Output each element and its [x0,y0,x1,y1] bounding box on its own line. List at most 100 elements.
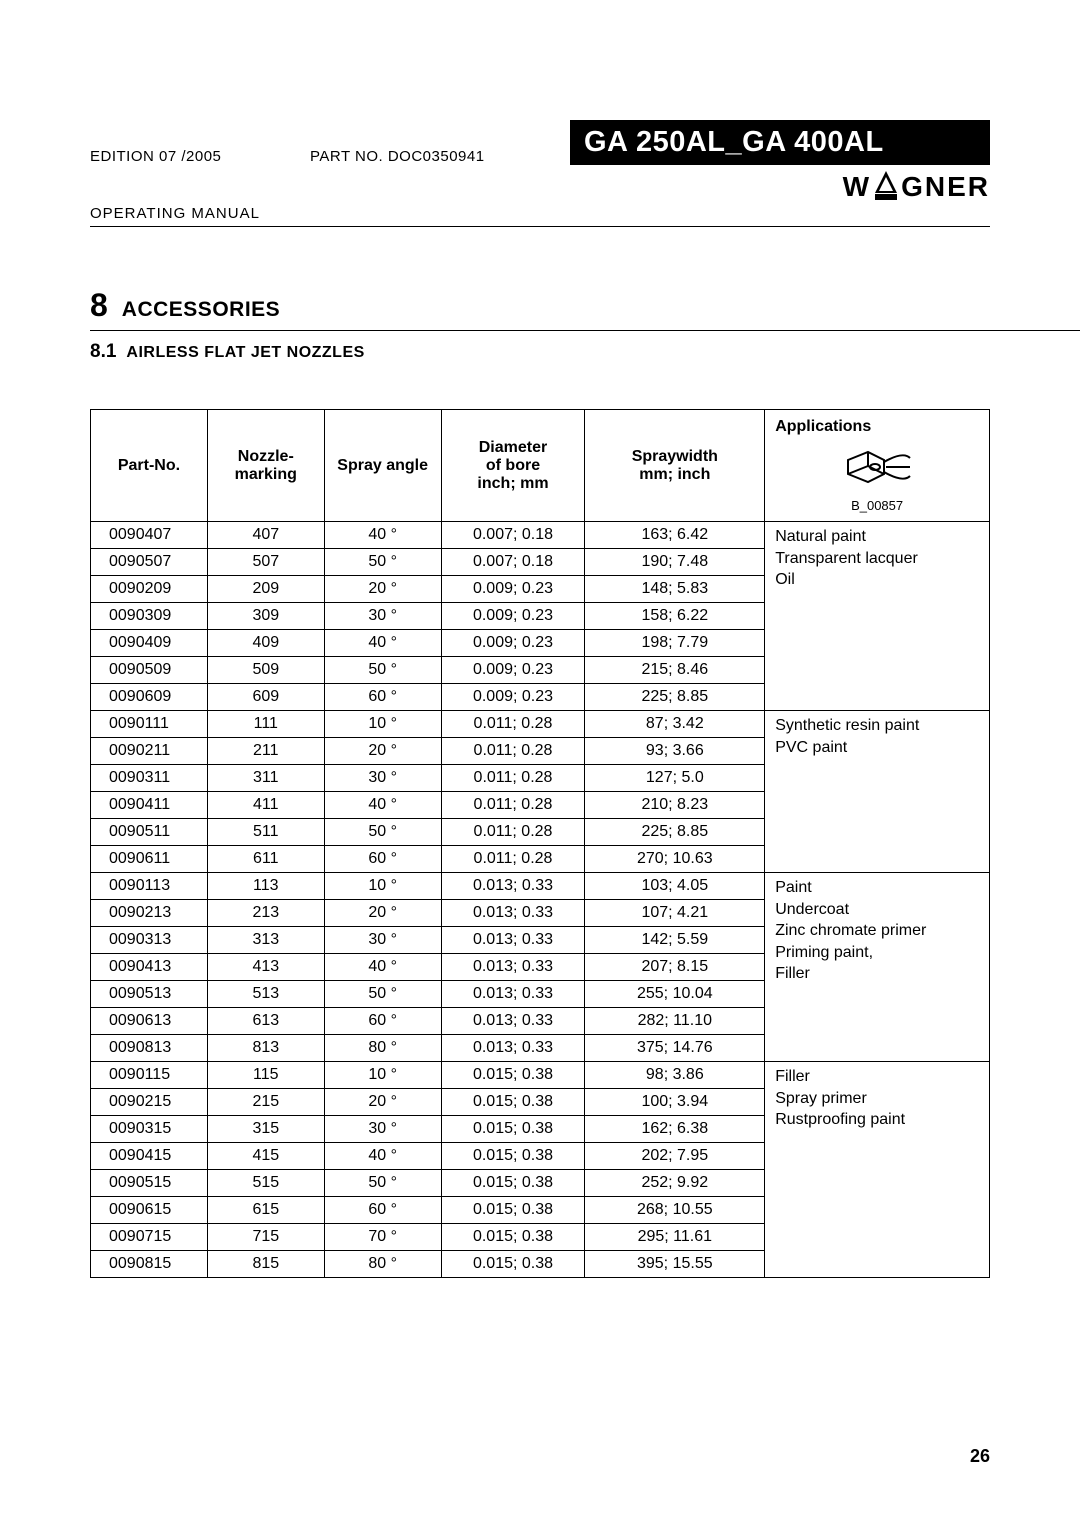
cell-width: 202; 7.95 [585,1143,765,1170]
cell-marking: 309 [207,603,324,630]
cell-marking: 315 [207,1116,324,1143]
cell-marking: 715 [207,1224,324,1251]
doc-partno-text: PART NO. DOC0350941 [310,148,530,165]
cell-partno: 0090509 [91,657,208,684]
header-divider [90,226,990,227]
cell-marking: 407 [207,522,324,549]
table-row: 009040740740 °0.007; 0.18163; 6.42Natura… [91,522,990,549]
cell-bore: 0.011; 0.28 [441,792,585,819]
cell-angle: 30 ° [324,603,441,630]
cell-bore: 0.013; 0.33 [441,1035,585,1062]
cell-application: Synthetic resin paintPVC paint [765,711,990,873]
cell-bore: 0.015; 0.38 [441,1062,585,1089]
cell-bore: 0.011; 0.28 [441,819,585,846]
cell-width: 252; 9.92 [585,1170,765,1197]
cell-marking: 511 [207,819,324,846]
cell-bore: 0.009; 0.23 [441,684,585,711]
cell-partno: 0090309 [91,603,208,630]
nozzle-icon [842,440,912,494]
cell-partno: 0090507 [91,549,208,576]
cell-bore: 0.015; 0.38 [441,1197,585,1224]
cell-bore: 0.007; 0.18 [441,522,585,549]
cell-partno: 0090111 [91,711,208,738]
subsection-heading: 8.1 AIRLESS FLAT JET NOZZLES [90,341,990,363]
cell-marking: 115 [207,1062,324,1089]
cell-angle: 50 ° [324,657,441,684]
cell-angle: 40 ° [324,630,441,657]
page-number: 26 [970,1446,990,1467]
cell-width: 98; 3.86 [585,1062,765,1089]
cell-marking: 611 [207,846,324,873]
cell-partno: 0090413 [91,954,208,981]
brand-triangle-a-icon [873,171,899,201]
brand-logo: W GNER [843,171,990,203]
cell-angle: 20 ° [324,1089,441,1116]
cell-partno: 0090609 [91,684,208,711]
cell-bore: 0.013; 0.33 [441,1008,585,1035]
cell-bore: 0.013; 0.33 [441,981,585,1008]
cell-bore: 0.011; 0.28 [441,765,585,792]
cell-angle: 60 ° [324,846,441,873]
cell-width: 158; 6.22 [585,603,765,630]
table-row: 009011111110 °0.011; 0.2887; 3.42Synthet… [91,711,990,738]
cell-angle: 40 ° [324,522,441,549]
cell-angle: 50 ° [324,549,441,576]
cell-bore: 0.015; 0.38 [441,1143,585,1170]
cell-bore: 0.015; 0.38 [441,1251,585,1278]
cell-angle: 40 ° [324,954,441,981]
cell-width: 162; 6.38 [585,1116,765,1143]
cell-partno: 0090315 [91,1116,208,1143]
cell-angle: 80 ° [324,1251,441,1278]
col-partno: Part-No. [91,410,208,522]
cell-application: PaintUndercoatZinc chromate primerPrimin… [765,873,990,1062]
cell-angle: 20 ° [324,576,441,603]
cell-width: 282; 11.10 [585,1008,765,1035]
col-bore: Diameterof boreinch; mm [441,410,585,522]
cell-angle: 60 ° [324,1008,441,1035]
cell-bore: 0.009; 0.23 [441,657,585,684]
cell-marking: 311 [207,765,324,792]
cell-angle: 80 ° [324,1035,441,1062]
col-marking: Nozzle-marking [207,410,324,522]
cell-partno: 0090815 [91,1251,208,1278]
brand-row: W GNER [90,171,990,203]
brand-rest: GNER [901,171,990,203]
cell-partno: 0090715 [91,1224,208,1251]
cell-partno: 0090215 [91,1089,208,1116]
table-row: 009011511510 °0.015; 0.3898; 3.86FillerS… [91,1062,990,1089]
cell-width: 127; 5.0 [585,765,765,792]
cell-partno: 0090209 [91,576,208,603]
cell-partno: 0090211 [91,738,208,765]
cell-marking: 813 [207,1035,324,1062]
cell-width: 190; 7.48 [585,549,765,576]
cell-angle: 10 ° [324,1062,441,1089]
cell-angle: 40 ° [324,1143,441,1170]
cell-width: 198; 7.79 [585,630,765,657]
cell-width: 100; 3.94 [585,1089,765,1116]
cell-angle: 10 ° [324,873,441,900]
section-number: 8 [90,287,108,324]
cell-marking: 613 [207,1008,324,1035]
cell-width: 268; 10.55 [585,1197,765,1224]
cell-angle: 30 ° [324,927,441,954]
cell-marking: 111 [207,711,324,738]
cell-partno: 0090407 [91,522,208,549]
cell-partno: 0090409 [91,630,208,657]
cell-width: 225; 8.85 [585,684,765,711]
col-width: Spraywidthmm; inch [585,410,765,522]
cell-angle: 50 ° [324,819,441,846]
subsection-title: AIRLESS FLAT JET NOZZLES [126,344,364,362]
cell-width: 210; 8.23 [585,792,765,819]
cell-bore: 0.007; 0.18 [441,549,585,576]
col-applications: Applications [765,410,990,522]
cell-partno: 0090513 [91,981,208,1008]
subsection-number: 8.1 [90,341,116,363]
table-row: 009011311310 °0.013; 0.33103; 4.05PaintU… [91,873,990,900]
cell-width: 215; 8.46 [585,657,765,684]
cell-angle: 50 ° [324,1170,441,1197]
cell-partno: 0090313 [91,927,208,954]
cell-marking: 515 [207,1170,324,1197]
cell-marking: 209 [207,576,324,603]
cell-bore: 0.013; 0.33 [441,927,585,954]
page-header: EDITION 07 /2005 PART NO. DOC0350941 GA … [90,120,990,165]
